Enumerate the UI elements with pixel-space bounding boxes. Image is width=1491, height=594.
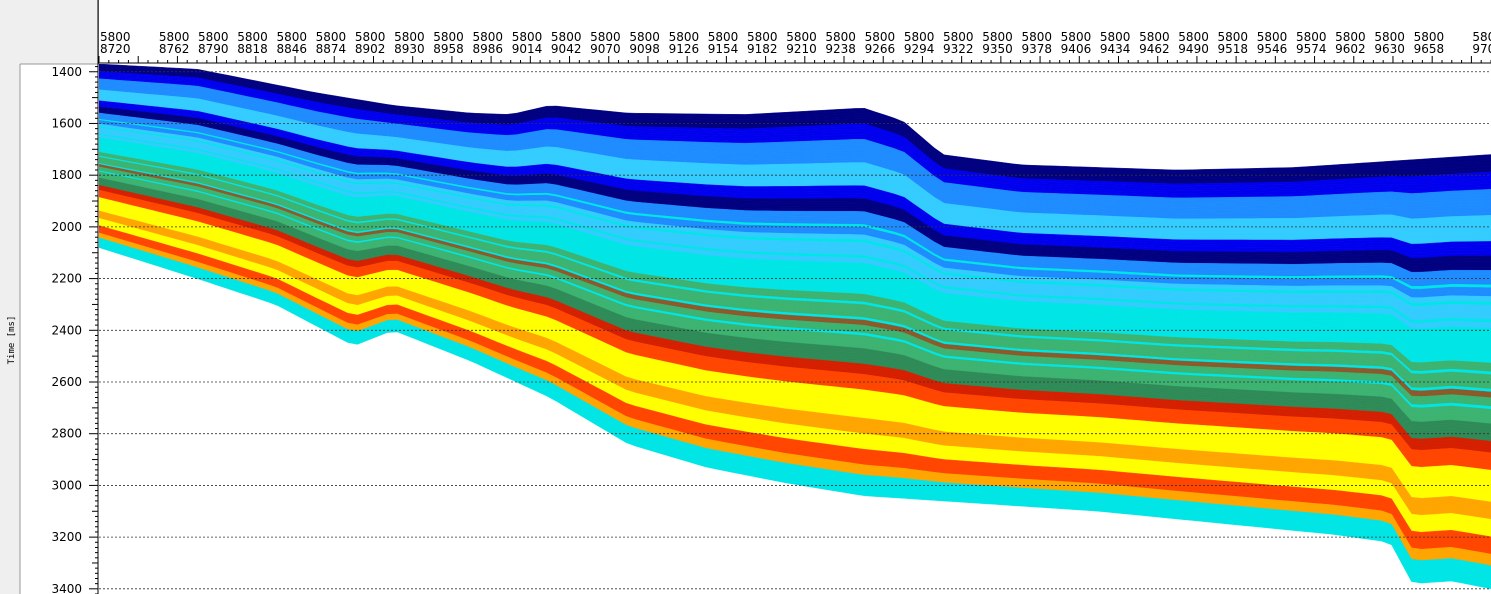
x-tick-label-inline: 5800 — [433, 30, 464, 44]
x-tick-label-xline: 8930 — [394, 42, 425, 56]
x-tick-label-inline: 5800 — [590, 30, 621, 44]
x-tick-label-xline: 9518 — [1218, 42, 1249, 56]
x-tick-label-inline: 5800 — [1021, 30, 1052, 44]
x-tick-label-xline: 9658 — [1414, 42, 1445, 56]
x-tick-label-xline: 8790 — [198, 42, 229, 56]
x-tick-label-inline: 5800 — [1100, 30, 1131, 44]
x-axis: 5800872058008762580087905800881858008846… — [98, 30, 1491, 63]
x-tick-label-inline: 5800 — [159, 30, 190, 44]
x-tick-label-xline: 9266 — [865, 42, 896, 56]
x-tick-label-inline: 5800 — [1257, 30, 1288, 44]
y-tick-label: 3400 — [51, 582, 82, 594]
x-tick-label-xline: 8720 — [100, 42, 131, 56]
y-tick-label: 2400 — [51, 323, 82, 337]
x-tick-label-inline: 5800 — [1061, 30, 1092, 44]
x-tick-label-inline: 5800 — [1414, 30, 1445, 44]
x-tick-label-xline: 8902 — [355, 42, 386, 56]
y-tick-label: 2000 — [51, 220, 82, 234]
y-tick-label: 3000 — [51, 478, 82, 492]
x-tick-label-xline: 9490 — [1178, 42, 1209, 56]
y-tick-label: 1400 — [51, 65, 82, 79]
x-tick-label-xline: 9700 — [1472, 42, 1491, 56]
x-tick-label-xline: 9154 — [708, 42, 739, 56]
x-tick-label-inline: 5800 — [237, 30, 268, 44]
x-tick-label-inline: 5800 — [316, 30, 347, 44]
x-tick-label-xline: 9210 — [786, 42, 817, 56]
y-tick-label: 1600 — [51, 116, 82, 130]
x-tick-label-inline: 5800 — [551, 30, 582, 44]
x-tick-label-inline: 5800 — [1296, 30, 1327, 44]
x-tick-label-xline: 8846 — [276, 42, 307, 56]
header-corner — [0, 0, 99, 64]
x-tick-label-xline: 9126 — [669, 42, 700, 56]
x-tick-label-xline: 9098 — [629, 42, 660, 56]
horizon-bands — [99, 64, 1491, 590]
x-tick-label-inline: 5800 — [1335, 30, 1366, 44]
x-tick-label-xline: 9574 — [1296, 42, 1327, 56]
x-tick-label-xline: 9350 — [982, 42, 1013, 56]
y-tick-label: 1800 — [51, 168, 82, 182]
x-tick-label-xline: 9378 — [1021, 42, 1052, 56]
x-tick-label-inline: 5800 — [1139, 30, 1170, 44]
x-tick-label-xline: 8986 — [473, 42, 504, 56]
y-tick-label: 3200 — [51, 530, 82, 544]
x-tick-label-xline: 9546 — [1257, 42, 1288, 56]
x-tick-label-xline: 9462 — [1139, 42, 1170, 56]
x-tick-label-xline: 9630 — [1374, 42, 1405, 56]
x-tick-label-xline: 8818 — [237, 42, 268, 56]
x-tick-label-xline: 9294 — [904, 42, 935, 56]
x-tick-label-inline: 5800 — [394, 30, 425, 44]
x-tick-label-inline: 5800 — [708, 30, 739, 44]
x-tick-label-inline: 5800 — [1374, 30, 1405, 44]
x-tick-label-inline: 5800 — [1218, 30, 1249, 44]
x-tick-label-xline: 8958 — [433, 42, 464, 56]
y-axis-title: Time [ms] — [7, 316, 17, 365]
x-tick-label-xline: 9014 — [512, 42, 543, 56]
x-tick-label-inline: 5800 — [747, 30, 778, 44]
x-tick-label-xline: 9602 — [1335, 42, 1366, 56]
x-tick-label-inline: 5800 — [1472, 30, 1491, 44]
x-tick-label-inline: 5800 — [276, 30, 307, 44]
x-tick-label-xline: 8874 — [316, 42, 347, 56]
y-tick-label: 2600 — [51, 375, 82, 389]
y-tick-label: 2200 — [51, 272, 82, 286]
left-side-panel — [0, 64, 20, 594]
x-tick-label-inline: 5800 — [786, 30, 817, 44]
x-tick-label-inline: 5800 — [100, 30, 131, 44]
x-tick-label-inline: 5800 — [943, 30, 974, 44]
x-tick-label-inline: 5800 — [355, 30, 386, 44]
x-tick-label-xline: 9182 — [747, 42, 778, 56]
x-tick-label-inline: 5800 — [473, 30, 504, 44]
x-tick-label-inline: 5800 — [198, 30, 229, 44]
horizon-band — [99, 246, 1491, 590]
x-tick-label-inline: 5800 — [669, 30, 700, 44]
x-tick-label-inline: 5800 — [629, 30, 660, 44]
y-axis-panel — [20, 64, 99, 594]
x-tick-label-xline: 9322 — [943, 42, 974, 56]
x-tick-label-xline: 9434 — [1100, 42, 1131, 56]
x-tick-label-inline: 5800 — [825, 30, 856, 44]
y-tick-label: 2800 — [51, 427, 82, 441]
x-tick-label-xline: 9238 — [825, 42, 856, 56]
x-tick-label-inline: 5800 — [865, 30, 896, 44]
x-tick-label-xline: 9070 — [590, 42, 621, 56]
x-tick-label-xline: 9406 — [1061, 42, 1092, 56]
x-tick-label-inline: 5800 — [904, 30, 935, 44]
x-tick-label-inline: 5800 — [512, 30, 543, 44]
x-tick-label-inline: 5800 — [1178, 30, 1209, 44]
x-tick-label-inline: 5800 — [982, 30, 1013, 44]
x-tick-label-xline: 8762 — [159, 42, 190, 56]
gridlines — [99, 71, 1491, 590]
x-tick-label-xline: 9042 — [551, 42, 582, 56]
